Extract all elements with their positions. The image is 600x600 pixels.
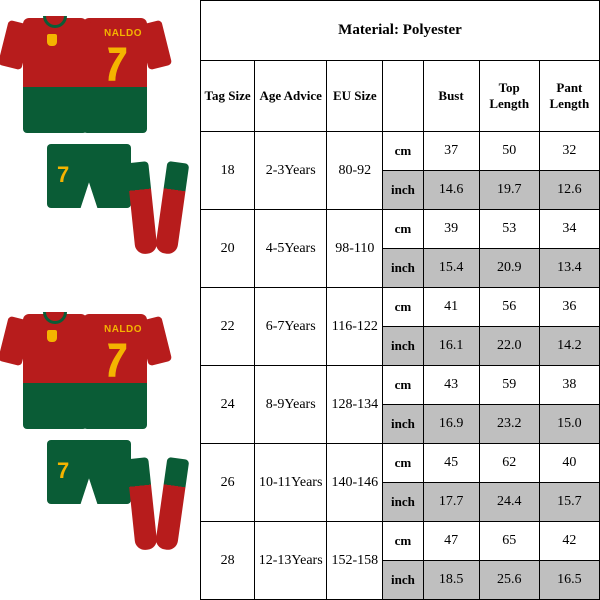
unit-inch: inch (383, 171, 423, 210)
unit-inch: inch (383, 405, 423, 444)
tag-size-cell: 20 (201, 210, 255, 288)
kit-image-1: RONALDO 7 7 (5, 12, 195, 292)
top-inch: 19.7 (479, 171, 539, 210)
eu-size-cell: 80-92 (327, 132, 383, 210)
top-cm: 56 (479, 288, 539, 327)
player-number-shorts: 7 (57, 162, 69, 188)
top-inch: 23.2 (479, 405, 539, 444)
bust-cm: 37 (423, 132, 479, 171)
bust-cm: 39 (423, 210, 479, 249)
top-cm: 65 (479, 522, 539, 561)
unit-cm: cm (383, 444, 423, 483)
bust-cm: 41 (423, 288, 479, 327)
kit-image-2: RONALDO 7 7 (5, 308, 195, 588)
top-inch: 20.9 (479, 249, 539, 288)
product-images-column: RONALDO 7 7 RONALDO 7 7 (0, 0, 200, 600)
unit-inch: inch (383, 249, 423, 288)
tag-size-cell: 24 (201, 366, 255, 444)
unit-inch: inch (383, 561, 423, 600)
jersey-front (5, 314, 105, 429)
top-inch: 24.4 (479, 483, 539, 522)
size-row-cm: 248-9Years128-134cm435938 (201, 366, 600, 405)
pant-inch: 15.7 (539, 483, 599, 522)
top-cm: 53 (479, 210, 539, 249)
header-top-length: Top Length (479, 61, 539, 132)
bust-inch: 18.5 (423, 561, 479, 600)
bust-inch: 15.4 (423, 249, 479, 288)
top-inch: 25.6 (479, 561, 539, 600)
player-number-shorts: 7 (57, 458, 69, 484)
bust-cm: 45 (423, 444, 479, 483)
unit-cm: cm (383, 288, 423, 327)
bust-inch: 16.9 (423, 405, 479, 444)
size-table: Material: Polyester Tag Size Age Advice … (200, 0, 600, 600)
eu-size-cell: 152-158 (327, 522, 383, 600)
shorts: 7 (47, 144, 131, 208)
header-pant-length: Pant Length (539, 61, 599, 132)
age-advice-cell: 6-7Years (255, 288, 327, 366)
pant-inch: 16.5 (539, 561, 599, 600)
age-advice-cell: 12-13Years (255, 522, 327, 600)
size-row-cm: 226-7Years116-122cm415636 (201, 288, 600, 327)
unit-inch: inch (383, 483, 423, 522)
eu-size-cell: 116-122 (327, 288, 383, 366)
age-advice-cell: 4-5Years (255, 210, 327, 288)
header-eu-size: EU Size (327, 61, 383, 132)
top-cm: 50 (479, 132, 539, 171)
unit-cm: cm (383, 366, 423, 405)
pant-cm: 36 (539, 288, 599, 327)
age-advice-cell: 2-3Years (255, 132, 327, 210)
size-row-cm: 204-5Years98-110cm395334 (201, 210, 600, 249)
unit-cm: cm (383, 210, 423, 249)
size-row-cm: 2812-13Years152-158cm476542 (201, 522, 600, 561)
pant-cm: 38 (539, 366, 599, 405)
eu-size-cell: 128-134 (327, 366, 383, 444)
size-row-cm: 2610-11Years140-146cm456240 (201, 444, 600, 483)
tag-size-cell: 18 (201, 132, 255, 210)
size-row-cm: 182-3Years80-92cm375032 (201, 132, 600, 171)
tag-size-cell: 22 (201, 288, 255, 366)
unit-cm: cm (383, 132, 423, 171)
pant-inch: 15.0 (539, 405, 599, 444)
size-chart: Material: Polyester Tag Size Age Advice … (200, 0, 600, 600)
bust-inch: 16.1 (423, 327, 479, 366)
material-row: Material: Polyester (201, 1, 600, 61)
top-inch: 22.0 (479, 327, 539, 366)
pant-cm: 42 (539, 522, 599, 561)
shorts: 7 (47, 440, 131, 504)
top-cm: 59 (479, 366, 539, 405)
unit-inch: inch (383, 327, 423, 366)
eu-size-cell: 140-146 (327, 444, 383, 522)
pant-inch: 12.6 (539, 171, 599, 210)
pant-cm: 40 (539, 444, 599, 483)
pant-cm: 34 (539, 210, 599, 249)
socks (131, 458, 183, 568)
age-advice-cell: 8-9Years (255, 366, 327, 444)
pant-inch: 13.4 (539, 249, 599, 288)
bust-cm: 43 (423, 366, 479, 405)
top-cm: 62 (479, 444, 539, 483)
header-unit-blank (383, 61, 423, 132)
header-tag-size: Tag Size (201, 61, 255, 132)
pant-cm: 32 (539, 132, 599, 171)
tag-size-cell: 28 (201, 522, 255, 600)
eu-size-cell: 98-110 (327, 210, 383, 288)
bust-inch: 17.7 (423, 483, 479, 522)
bust-cm: 47 (423, 522, 479, 561)
unit-cm: cm (383, 522, 423, 561)
material-label: Material: Polyester (201, 1, 600, 61)
jersey-front (5, 18, 105, 133)
header-age-advice: Age Advice (255, 61, 327, 132)
pant-inch: 14.2 (539, 327, 599, 366)
tag-size-cell: 26 (201, 444, 255, 522)
age-advice-cell: 10-11Years (255, 444, 327, 522)
header-bust: Bust (423, 61, 479, 132)
bust-inch: 14.6 (423, 171, 479, 210)
socks (131, 162, 183, 272)
